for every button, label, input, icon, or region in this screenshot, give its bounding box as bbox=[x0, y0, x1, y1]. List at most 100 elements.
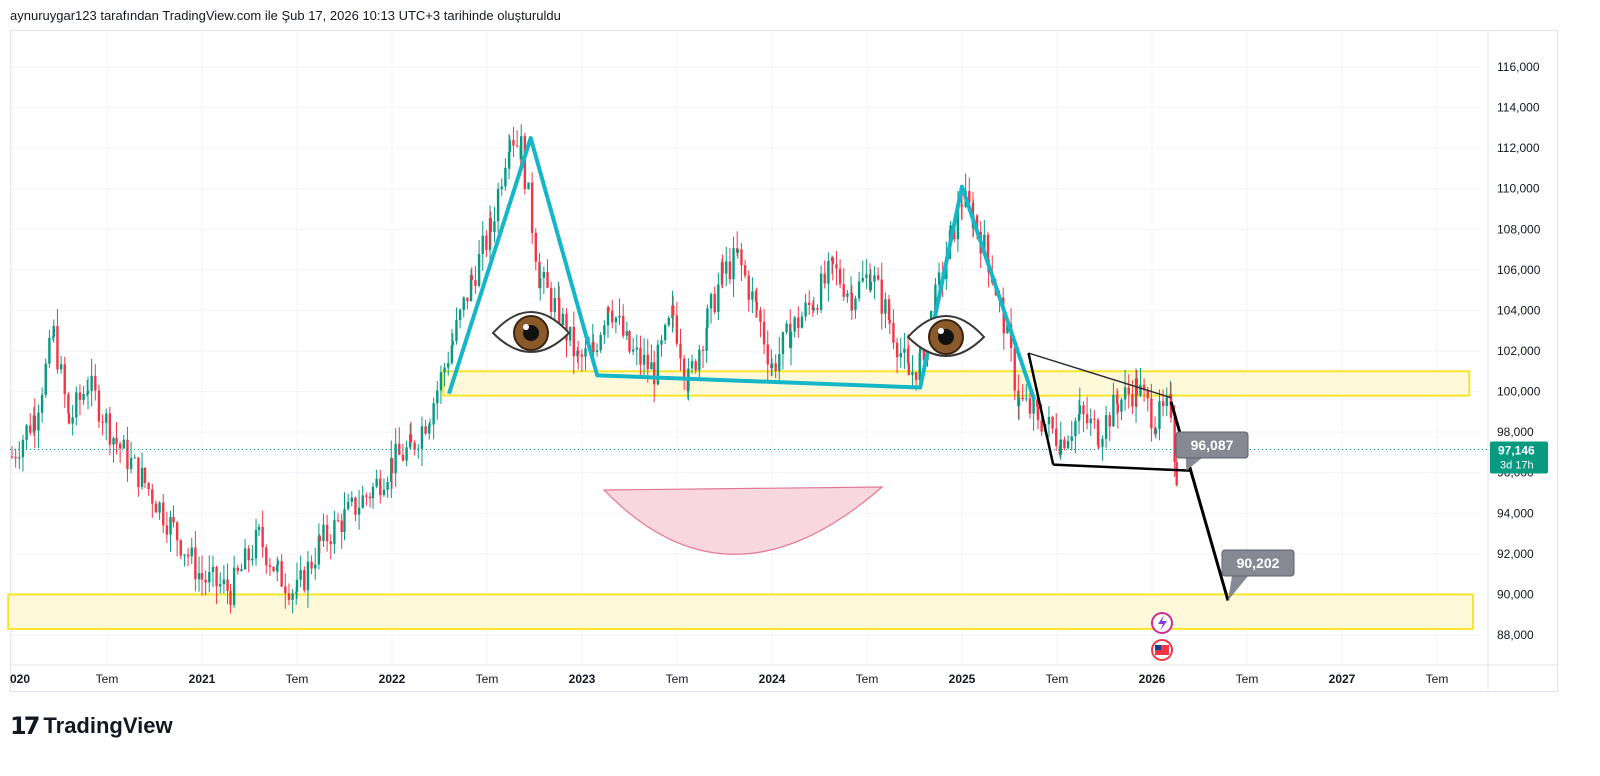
candle-body bbox=[151, 489, 154, 504]
candle-body bbox=[1104, 415, 1108, 439]
price-callouts: 96,087 90,202 bbox=[1175, 431, 1295, 601]
y-tick-label: 112,000 bbox=[1497, 141, 1540, 155]
chart-frame[interactable] bbox=[10, 30, 1558, 692]
candle-body bbox=[314, 564, 317, 569]
candle-body bbox=[577, 350, 580, 355]
candle-body bbox=[243, 548, 247, 570]
candle-body bbox=[1175, 462, 1178, 486]
candle-body bbox=[728, 261, 732, 280]
candle-body bbox=[354, 497, 357, 515]
candle-body bbox=[899, 352, 902, 358]
candle-body bbox=[1096, 419, 1100, 446]
candle-body bbox=[907, 363, 910, 376]
candle-body bbox=[515, 145, 519, 147]
candle-body bbox=[25, 425, 28, 440]
candle-body bbox=[646, 354, 649, 370]
candle-body bbox=[272, 566, 275, 572]
candle-body bbox=[375, 478, 378, 487]
candle-body bbox=[133, 457, 136, 459]
candle-body bbox=[140, 467, 144, 488]
candle-body bbox=[169, 516, 172, 535]
candle-body bbox=[394, 443, 397, 474]
candle-body bbox=[614, 317, 618, 323]
candle-body bbox=[857, 281, 861, 299]
candle-body bbox=[211, 566, 215, 572]
candle-body bbox=[887, 299, 891, 321]
candle-body bbox=[186, 554, 190, 557]
candle-body bbox=[701, 349, 705, 351]
tradingview-logo-icon: 17 bbox=[10, 712, 40, 740]
candle-body bbox=[785, 323, 788, 333]
candle-body bbox=[1123, 387, 1127, 400]
y-tick-label: 98,000 bbox=[1497, 425, 1534, 439]
candle-body bbox=[488, 218, 492, 250]
candle-body bbox=[1165, 397, 1168, 407]
candle-body bbox=[485, 235, 488, 250]
candle-body bbox=[592, 342, 595, 352]
grid bbox=[10, 30, 1480, 665]
candle-body bbox=[854, 298, 857, 311]
candle-body bbox=[919, 346, 922, 353]
candle-body bbox=[386, 482, 389, 490]
y-axis: 116,000 114,000 112,000 110,000 108,000 106,0… bbox=[1487, 30, 1548, 692]
candle-body bbox=[804, 302, 807, 317]
candle-body bbox=[903, 348, 906, 353]
candle-body bbox=[713, 294, 716, 313]
x-tick-label: Tem bbox=[476, 672, 499, 686]
candle-body bbox=[147, 483, 150, 490]
candles bbox=[10, 124, 1488, 614]
candle-body bbox=[357, 507, 361, 515]
candle-body bbox=[911, 372, 914, 376]
candle-body bbox=[534, 232, 537, 262]
candle-body bbox=[553, 298, 556, 312]
candle-body bbox=[1013, 347, 1016, 391]
candle-body bbox=[413, 442, 416, 450]
candle-body bbox=[667, 317, 670, 325]
candle-body bbox=[276, 561, 280, 565]
candle-body bbox=[656, 344, 660, 385]
tradingview-logo[interactable]: 17 TradingView bbox=[10, 712, 173, 740]
callout-pointer bbox=[1228, 576, 1248, 601]
candle-body bbox=[78, 392, 82, 400]
us-flag-canton-icon bbox=[1155, 645, 1161, 650]
candle-body bbox=[561, 313, 565, 326]
candle-body bbox=[922, 346, 926, 361]
candle-body bbox=[1173, 417, 1176, 463]
candle-body bbox=[635, 347, 638, 350]
candle-body bbox=[101, 421, 104, 423]
candle-body bbox=[470, 275, 473, 281]
candle-body bbox=[512, 140, 515, 146]
candle-body bbox=[800, 316, 804, 328]
candle-body bbox=[572, 326, 575, 357]
candle-body bbox=[44, 363, 47, 395]
candle-body bbox=[906, 348, 910, 364]
candle-body bbox=[276, 564, 279, 572]
y-tick-label: 104,000 bbox=[1497, 303, 1541, 317]
event-icons bbox=[1151, 612, 1173, 661]
candle-body bbox=[884, 299, 887, 314]
lightning-bolt-icon bbox=[1158, 615, 1167, 631]
candle-body bbox=[172, 516, 175, 523]
current-price-tag bbox=[1490, 441, 1548, 474]
candle-body bbox=[558, 297, 561, 326]
candle-body bbox=[1120, 399, 1123, 412]
callout-pointer bbox=[1186, 458, 1202, 471]
candle-body bbox=[682, 358, 686, 379]
candle-body bbox=[90, 375, 93, 391]
candle-body bbox=[759, 310, 762, 322]
candle-body bbox=[226, 579, 229, 591]
candle-body bbox=[1150, 398, 1153, 429]
y-tick-label: 116,000 bbox=[1497, 60, 1540, 74]
candle-body bbox=[606, 307, 610, 326]
candle-body bbox=[653, 362, 656, 385]
candle-body bbox=[390, 458, 394, 474]
candle-body bbox=[650, 362, 653, 370]
candle-body bbox=[439, 372, 443, 391]
candle-body bbox=[428, 424, 431, 434]
candle-body bbox=[251, 558, 254, 561]
candle-body bbox=[660, 340, 663, 345]
candle-body bbox=[361, 495, 364, 508]
candle-body bbox=[835, 264, 838, 269]
chart-canvas[interactable]: 116,000 114,000 112,000 110,000 108,000 106,0… bbox=[0, 0, 1600, 700]
candle-body bbox=[793, 317, 796, 332]
